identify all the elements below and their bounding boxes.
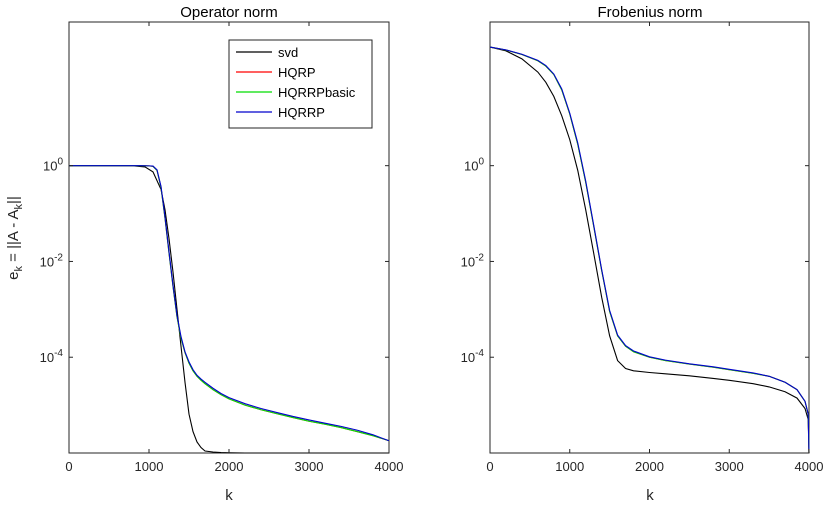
legend-label-svd: svd [278,45,298,60]
legend-label-hqrp: HQRP [278,65,316,80]
y-tick-label: 10-2 [461,252,485,269]
x-tick-label: 2000 [215,459,244,474]
y-tick-label: 100 [464,157,484,174]
y-tick-label: 10-4 [461,348,485,365]
x-tick-label: 0 [65,459,72,474]
y-axis-label: ek = ||A - Ak|| [5,196,25,280]
frobenius-norm-panel: Frobenius norm 0 1000 2000 3000 4000 100 10-2 1… [461,4,824,504]
x-tick-label: 3000 [715,459,744,474]
x-tick-label: 1000 [135,459,164,474]
legend-label-hqrrp: HQRRP [278,105,325,120]
y-tick-label: 10-2 [40,252,64,269]
operator-norm-panel: Operator norm 0 1000 2000 3000 4000 100 10-2 10… [5,4,403,504]
x-tick-label: 0 [486,459,493,474]
series-line-svd [69,165,389,454]
legend: svd HQRP HQRRPbasic HQRRP [228,39,373,129]
y-tick-label: 100 [43,157,63,174]
series-layer [489,46,810,454]
axis-layer: 0 1000 2000 3000 4000 100 10-2 10-4 [461,22,824,474]
legend-label-hqrrpbasic: HQRRPbasic [278,85,356,100]
series-layer [69,165,390,454]
legend-entries: svd HQRP HQRRPbasic HQRRP [236,45,356,120]
chart-title: Operator norm [180,4,278,21]
plot-frame [489,21,810,454]
series-line-hqrrp [489,46,810,454]
x-tick-label: 4000 [795,459,824,474]
axis-layer: 0 1000 2000 3000 4000 100 10-2 10-4 [40,22,404,474]
series-line-svd [489,46,810,454]
x-tick-label: 3000 [295,459,324,474]
x-tick-label: 2000 [635,459,664,474]
series-line-hqrrp [69,165,390,442]
x-tick-label: 4000 [375,459,404,474]
x-axis-label: k [646,487,654,504]
x-axis-label: k [225,487,233,504]
y-tick-label: 10-4 [40,348,64,365]
x-tick-label: 1000 [555,459,584,474]
chart-title: Frobenius norm [597,4,702,21]
legend-box [228,39,373,129]
